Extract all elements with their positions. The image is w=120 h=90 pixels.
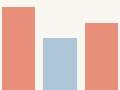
- Bar: [85, 22, 118, 90]
- Bar: [43, 38, 77, 90]
- Bar: [2, 7, 35, 90]
